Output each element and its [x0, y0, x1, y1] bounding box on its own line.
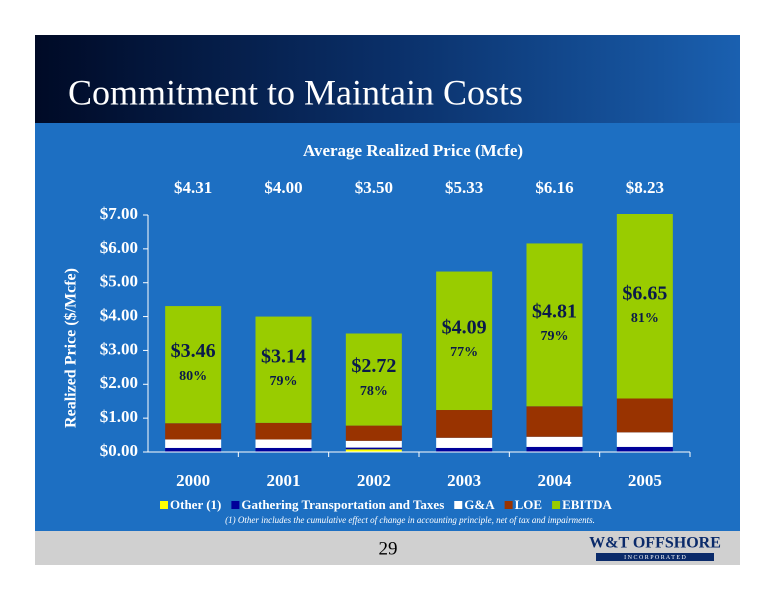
- legend-swatch: [504, 501, 513, 509]
- bar-segment: [345, 447, 402, 450]
- bar-segment: [436, 271, 493, 411]
- bar-segment: [526, 243, 583, 407]
- bar-segment: [616, 432, 673, 447]
- x-tick-label: 2003: [447, 471, 481, 490]
- value-label: $6.65: [622, 282, 667, 304]
- legend-label: EBITDA: [562, 497, 612, 512]
- bar-segment: [255, 422, 312, 440]
- share-label: 78%: [360, 384, 388, 399]
- bar-segment: [345, 333, 402, 426]
- logo-sub: I N C O R P O R A T E D: [624, 555, 686, 561]
- price-label: $4.00: [264, 178, 302, 197]
- value-label: $4.81: [532, 300, 577, 322]
- x-tick-label: 2004: [538, 471, 573, 490]
- bar-segment: [526, 436, 583, 447]
- share-label: 79%: [270, 374, 298, 389]
- x-tick-label: 2005: [628, 471, 662, 490]
- bar-segment: [345, 449, 402, 452]
- legend-label: G&A: [464, 497, 495, 512]
- value-label: $3.14: [261, 345, 306, 367]
- y-tick-label: $6.00: [100, 238, 138, 257]
- footnote: (1) Other includes the cumulative effect…: [225, 515, 595, 525]
- bar-segment: [165, 447, 222, 452]
- share-label: 79%: [541, 329, 569, 344]
- bar-segment: [616, 398, 673, 433]
- bar-segment: [165, 423, 222, 440]
- y-tick-label: $1.00: [100, 407, 138, 426]
- share-label: 80%: [179, 369, 207, 384]
- y-axis-label: Realized Price ($/Mcfe): [63, 268, 80, 428]
- y-tick-label: $7.00: [100, 204, 138, 223]
- x-tick-label: 2002: [357, 471, 391, 490]
- logo-bar: [596, 553, 714, 561]
- logo: W&T OFFSHORE: [589, 535, 721, 552]
- share-label: 81%: [631, 311, 659, 326]
- bar-segment: [255, 316, 312, 423]
- value-label: $4.09: [442, 316, 487, 338]
- bar-segment: [345, 440, 402, 448]
- bar-segment: [255, 447, 312, 452]
- bar-segment: [165, 439, 222, 448]
- value-label: $3.46: [171, 340, 216, 362]
- bar-segment: [436, 410, 493, 438]
- page-number: 29: [379, 538, 398, 559]
- legend-swatch: [454, 501, 463, 509]
- share-label: 77%: [450, 345, 478, 360]
- x-tick-label: 2001: [267, 471, 301, 490]
- plot-area: [165, 214, 673, 452]
- bar-segment: [436, 437, 493, 448]
- price-label: $6.16: [535, 178, 573, 197]
- y-tick-label: $5.00: [100, 272, 138, 291]
- bar-segment: [436, 447, 493, 452]
- bar-segment: [526, 406, 583, 437]
- legend-label: LOE: [515, 497, 542, 512]
- x-tick-label: 2000: [176, 471, 210, 490]
- bar-segment: [165, 306, 222, 424]
- bar-segment: [345, 425, 402, 441]
- price-label: $5.33: [445, 178, 483, 197]
- legend-label: Gathering Transportation and Taxes: [241, 497, 444, 512]
- subtitle: Average Realized Price (Mcfe): [303, 141, 523, 160]
- slide-title: Commitment to Maintain Costs: [68, 72, 523, 112]
- bar-segment: [255, 439, 312, 448]
- legend-swatch: [231, 501, 240, 509]
- bar-segment: [616, 214, 673, 399]
- y-tick-label: $4.00: [100, 305, 138, 324]
- legend-label: Other (1): [170, 497, 221, 512]
- price-label: $4.31: [174, 178, 212, 197]
- y-tick-label: $3.00: [100, 339, 138, 358]
- legend-swatch: [160, 501, 168, 509]
- y-tick-label: $0.00: [100, 441, 138, 460]
- value-label: $2.72: [351, 355, 396, 377]
- bar-segment: [616, 446, 673, 452]
- legend-swatch: [552, 501, 561, 509]
- header-band: [35, 35, 740, 123]
- bar-segment: [526, 446, 583, 452]
- y-tick-label: $2.00: [100, 373, 138, 392]
- price-label: $3.50: [355, 178, 393, 197]
- price-label: $8.23: [626, 178, 664, 197]
